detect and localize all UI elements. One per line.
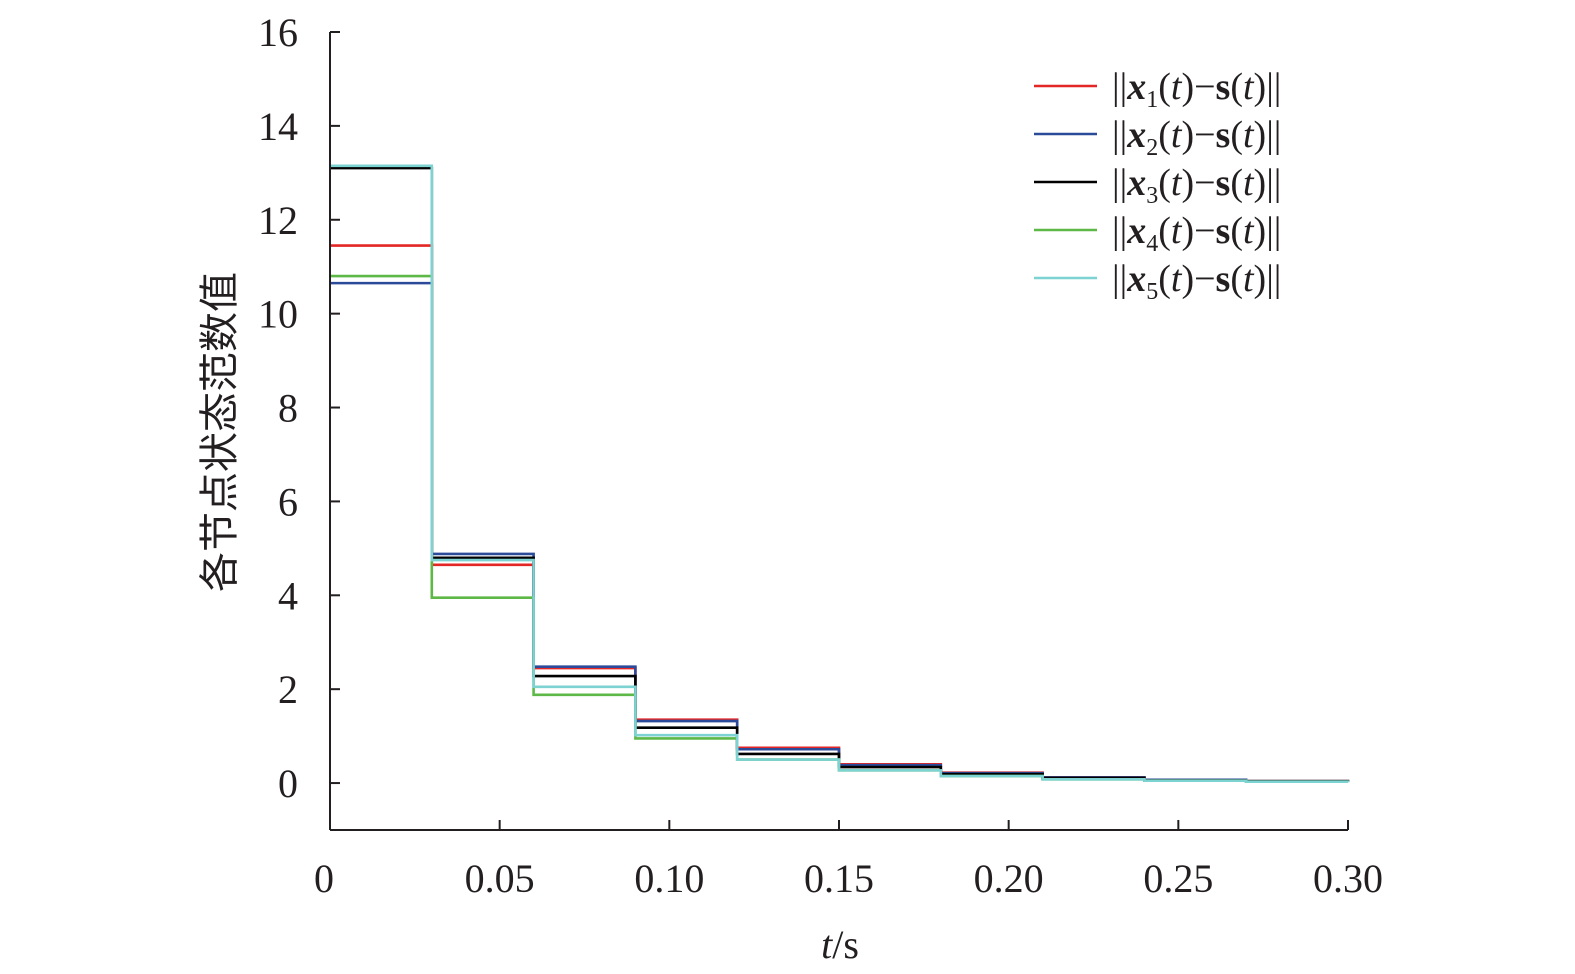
y-tick-label: 10 [258,292,298,337]
x-axis: 0 0.05 0.10 0.15 0.20 0.25 0.30 [314,820,1383,901]
series-line-x4 [330,274,1350,783]
y-tick-label: 14 [258,104,298,149]
legend-label: ||x1(t)−s(t)|| [1112,66,1281,113]
legend-item: ||x4(t)−s(t)|| [1034,210,1281,257]
y-tick-label: 4 [278,573,298,618]
x-tick-label: 0.05 [465,856,535,901]
x-tick-label: 0.15 [804,856,874,901]
x-tick-label: 0 [314,856,334,901]
legend: ||x1(t)−s(t)||||x2(t)−s(t)||||x3(t)−s(t)… [1034,66,1281,305]
x-tick-label: 0.20 [974,856,1044,901]
series-line-x1 [330,244,1350,783]
x-axis-title: t/s [821,922,859,967]
series-line-x5 [330,164,1350,783]
y-tick-label: 12 [258,198,298,243]
x-tick-label: 0.25 [1143,856,1213,901]
y-tick-label: 6 [278,479,298,524]
plot-area [330,164,1350,783]
x-tick-label: 0.10 [634,856,704,901]
y-tick-label: 2 [278,667,298,712]
legend-item: ||x5(t)−s(t)|| [1034,258,1281,305]
series-line-x2 [330,281,1350,783]
legend-label: ||x3(t)−s(t)|| [1112,162,1281,209]
legend-item: ||x2(t)−s(t)|| [1034,114,1281,161]
legend-item: ||x3(t)−s(t)|| [1034,162,1281,209]
legend-item: ||x1(t)−s(t)|| [1034,66,1281,113]
legend-label: ||x2(t)−s(t)|| [1112,114,1281,161]
legend-label: ||x5(t)−s(t)|| [1112,258,1281,305]
x-tick-label: 0.30 [1313,856,1383,901]
y-axis: 0 2 4 6 8 10 12 14 16 [258,10,340,830]
y-axis-title: 各节点状态范数值 [197,272,243,592]
y-tick-label: 0 [278,761,298,806]
y-tick-label: 16 [258,10,298,55]
legend-label: ||x4(t)−s(t)|| [1112,210,1281,257]
y-tick-label: 8 [278,386,298,431]
